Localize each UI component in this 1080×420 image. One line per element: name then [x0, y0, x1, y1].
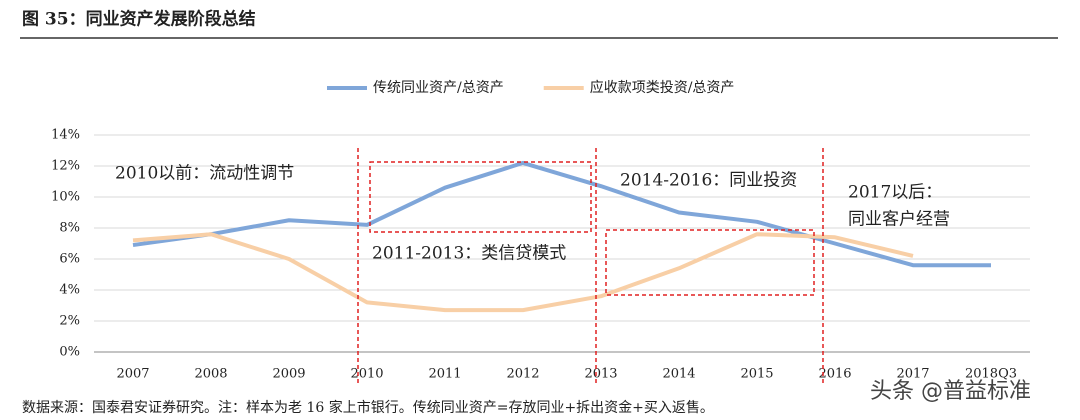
annotation: 2011-2013：类信贷模式 — [372, 244, 566, 264]
x-tick-label: 2009 — [272, 367, 305, 382]
x-tick-label: 2011 — [428, 367, 461, 382]
watermark: 头条 @普益标准 — [870, 379, 1031, 404]
annotation: 同业客户经营 — [848, 210, 950, 230]
y-tick-label: 2% — [59, 314, 80, 329]
y-tick-label: 6% — [59, 252, 80, 267]
legend-label: 传统同业资产/总资产 — [373, 80, 504, 96]
source-note: 数据来源：国泰君安证券研究。注：样本为老 16 家上市银行。传统同业资产=存放同… — [22, 399, 714, 416]
chart-title: 图 35：同业资产发展阶段总结 — [22, 9, 256, 30]
phase-markers — [357, 148, 824, 385]
x-tick-label: 2016 — [818, 367, 851, 382]
x-tick-label: 2018Q3 — [965, 367, 1017, 382]
legend-label: 应收款项类投资/总资产 — [590, 79, 735, 96]
x-tick-label: 2007 — [116, 367, 149, 382]
x-tick-label: 2010 — [350, 367, 383, 382]
x-tick-label: 2012 — [506, 367, 539, 382]
plot-area: 0% 2% 4% 6% 8% 10% 12% 14% 2007 2008 2009 2010 2011 2… — [51, 128, 1030, 382]
x-tick-label: 2014 — [662, 367, 695, 382]
annotation: 2010以前：流动性调节 — [115, 164, 294, 184]
y-tick-label: 12% — [51, 159, 80, 174]
x-tick-label: 2013 — [584, 367, 617, 382]
x-tick-label: 2008 — [194, 367, 227, 382]
y-tick-label: 10% — [51, 190, 80, 205]
annotation: 2017以后： — [848, 183, 942, 203]
y-tick-label: 14% — [51, 128, 80, 143]
x-tick-label: 2015 — [740, 367, 773, 382]
series-line — [132, 232, 914, 313]
annotation: 2014-2016：同业投资 — [620, 171, 797, 191]
phase-box — [369, 161, 592, 233]
y-tick-label: 0% — [59, 345, 80, 360]
series-line — [132, 160, 991, 268]
y-tick-label: 8% — [59, 221, 80, 236]
y-tick-label: 4% — [59, 283, 80, 298]
phase-box — [605, 229, 815, 296]
x-tick-label: 2017 — [896, 367, 929, 382]
